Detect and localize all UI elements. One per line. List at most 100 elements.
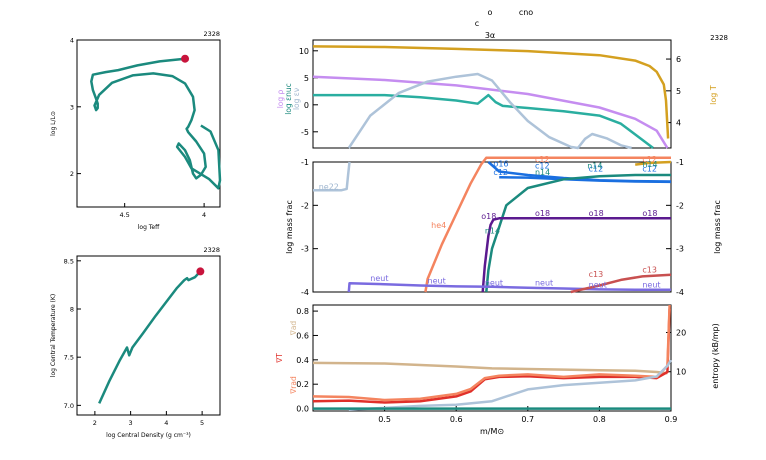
y-axis-label: log Central Temperature (K) — [50, 294, 57, 377]
series-line-lognuc — [313, 93, 654, 149]
grad_profile-frame — [312, 304, 672, 412]
x-tick-label: 0.9 — [665, 415, 678, 424]
right-y-tick-label: 20 — [676, 328, 686, 337]
series-line-o18 — [481, 217, 671, 293]
right-y-label: log mass frac — [713, 200, 722, 254]
header-line2: c — [475, 19, 479, 28]
curve-label: n14 — [587, 162, 602, 171]
curve-label: n14 — [642, 160, 657, 169]
series-line-t — [312, 308, 671, 404]
right-y-tick-label: 5 — [676, 87, 681, 96]
current-model-marker — [196, 267, 205, 276]
x-tick-label: 4.5 — [119, 211, 129, 219]
curve-label: ne22 — [319, 182, 339, 191]
series-line-rad — [312, 304, 671, 402]
y-tick-label: 5 — [304, 74, 309, 83]
series-line-ad — [312, 361, 668, 375]
curve-label: o18 — [589, 209, 604, 218]
x-axis-label: log Teff — [138, 224, 160, 231]
curve-label: neut — [428, 276, 446, 285]
curve-label: c12 — [642, 155, 657, 164]
series-line-logt — [312, 45, 670, 139]
model-number: 2328 — [710, 34, 728, 42]
y-tick-label: 10 — [299, 47, 309, 56]
curve-label: n14 — [535, 168, 550, 177]
x-tick-label: 0.7 — [521, 415, 534, 424]
curve-label: neut — [642, 281, 660, 290]
left-y-label: log ρ — [276, 89, 285, 108]
curve-label: o18 — [535, 209, 550, 218]
right-y-tick-label: -3 — [676, 245, 684, 254]
right-y-tick-label: 10 — [676, 368, 686, 377]
y-tick-label: 0.2 — [296, 380, 309, 389]
right-y-tick-label: 4 — [676, 119, 681, 128]
x-tick-label: 5 — [200, 419, 204, 427]
series-line-entropy — [348, 359, 673, 412]
y-tick-label: -5 — [301, 128, 309, 137]
hr-plot-frame — [76, 39, 221, 208]
curve-label: neut — [485, 279, 503, 288]
y-tick-label: 7.0 — [64, 402, 74, 410]
y-tick-label: -2 — [301, 201, 309, 210]
profile-panel-top: -5 0 5 10 4 5 6 2328 log ρ log εnuc log εν log T — [276, 34, 728, 150]
x-axis-label: m/M⊙ — [480, 427, 504, 436]
curve-label: neut — [589, 281, 607, 290]
hr-diagram-panel: 4.5 4 2 3 4 2328 log Teff log L/L⊙ — [50, 30, 222, 231]
central-conditions-panel: 2 3 4 5 7.0 7.5 8 8.5 2328 log Central Density (g… — [50, 246, 221, 439]
y-tick-label: 3 — [70, 103, 74, 111]
left-y-label: log εnuc — [284, 83, 293, 115]
right-y-tick-label: -1 — [676, 158, 684, 167]
y-tick-label: -3 — [301, 245, 309, 254]
series-line-ne22 — [313, 161, 351, 192]
right-y-label: entropy (kB/mp) — [711, 323, 720, 388]
right-y-tick-label: 6 — [676, 55, 681, 64]
x-tick-label: 0.8 — [593, 415, 606, 424]
series-line-he4 — [424, 156, 671, 293]
y-tick-label: 7.5 — [64, 354, 74, 362]
left-y-label: ∇rad — [289, 376, 298, 395]
right-y-tick-label: -4 — [676, 288, 684, 297]
y-tick-label: 8 — [70, 306, 74, 314]
gradient-panel: 0.0 0.2 0.4 0.6 0.8 10 20 0.5 0.6 0.7 0.8 0.9 m/M⊙ ∇a… — [275, 304, 720, 436]
center-plot-frame — [76, 255, 221, 416]
curve-label: c13 — [642, 266, 657, 275]
x-tick-label: 0.5 — [378, 415, 391, 424]
abund_profile-frame — [312, 161, 672, 293]
left-y-label: log εν — [292, 88, 301, 110]
y-tick-label: 0 — [304, 101, 309, 110]
series-line-n14 — [485, 173, 671, 293]
y-tick-label: 4 — [70, 37, 74, 45]
curve-label: neut — [370, 274, 388, 283]
y-tick-label: 2 — [70, 170, 74, 178]
y-tick-label: 0.0 — [296, 405, 309, 414]
x-tick-label: 4 — [164, 419, 168, 427]
curve-label: o18 — [481, 212, 496, 221]
left-y-label: ∇T — [275, 353, 284, 364]
curve-label: c12 — [535, 155, 550, 164]
right-y-tick-label: -2 — [676, 201, 684, 210]
right-y-label: log T — [709, 85, 718, 105]
curve-label: c12 — [535, 162, 550, 171]
x-tick-label: 4 — [202, 211, 206, 219]
series-line-c12 — [635, 160, 672, 166]
curve-label: o18 — [642, 209, 657, 218]
left-y-label: ∇ad — [289, 321, 298, 337]
curve-label: neut — [535, 279, 553, 288]
x-tick-label: 2 — [93, 419, 97, 427]
series-line-c13 — [570, 273, 672, 294]
series-line-centertrack — [98, 270, 202, 404]
curve-label: c13 — [589, 270, 604, 279]
x-axis-label: log Central Density (g cm⁻³) — [106, 432, 191, 439]
series-line-neut — [347, 282, 671, 293]
current-model-marker — [181, 54, 190, 63]
curve-label: c12 — [589, 165, 604, 174]
series-line-hrtrack — [90, 57, 222, 190]
curve-label: o16 — [493, 159, 508, 168]
series-line-log — [312, 75, 669, 149]
y-tick-label: 0.4 — [296, 356, 309, 365]
header-line1-a: o — [488, 8, 493, 17]
x-tick-label: 3 — [129, 419, 133, 427]
header-line1-b: cno — [519, 8, 533, 17]
